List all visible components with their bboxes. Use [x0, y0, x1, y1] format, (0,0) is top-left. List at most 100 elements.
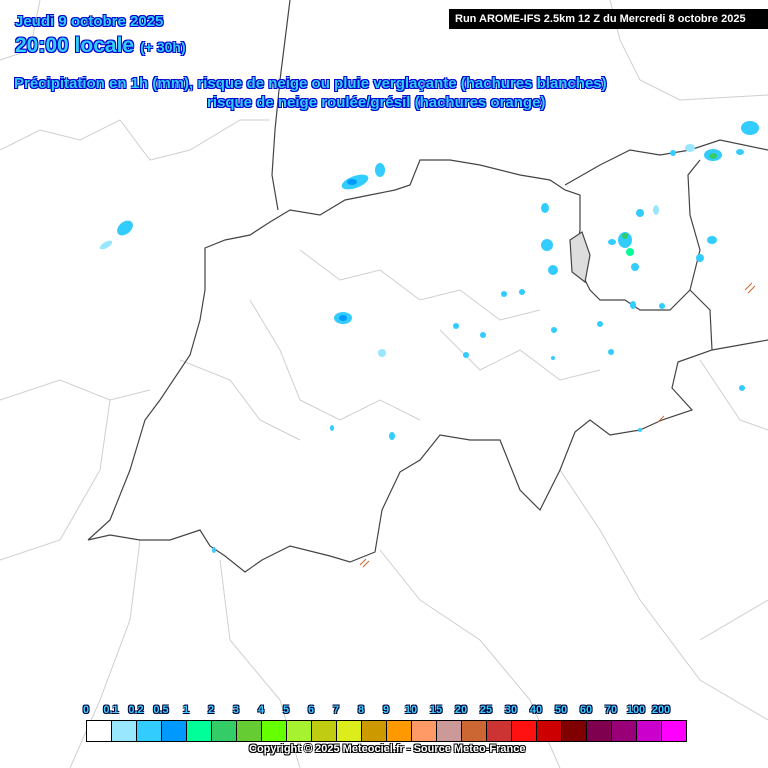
forecast-date: Jeudi 9 octobre 2025 [15, 13, 164, 30]
legend-swatch [362, 721, 387, 741]
legend-swatch [562, 721, 587, 741]
legend-label: 0.2 [128, 704, 144, 716]
legend-swatch [137, 721, 162, 741]
legend-swatch [237, 721, 262, 741]
precip-area [597, 321, 603, 327]
precip-area [696, 254, 704, 262]
precip-area [630, 301, 636, 309]
legend-swatch [162, 721, 187, 741]
legend-color-scale [86, 720, 687, 742]
precip-area [707, 236, 717, 244]
graupel-hatch [744, 282, 756, 294]
legend-label: 70 [604, 704, 618, 716]
legend-label: 0 [82, 704, 90, 716]
legend-swatch [212, 721, 237, 741]
legend-label: 60 [579, 704, 593, 716]
minor-border [179, 359, 301, 441]
minor-border [699, 359, 768, 431]
precip-area [653, 205, 659, 215]
legend-swatch [87, 721, 112, 741]
precip-area [638, 428, 642, 432]
model-run-label: Run AROME-IFS 2.5km 12 Z du Mercredi 8 o… [449, 9, 768, 29]
precip-area [330, 425, 334, 431]
legend-label: 200 [651, 704, 671, 716]
precip-area [99, 240, 113, 250]
precip-area [659, 303, 665, 309]
legend-label: 50 [554, 704, 568, 716]
precip-area [626, 248, 634, 256]
precip-area [548, 265, 558, 275]
legend-swatch [112, 721, 137, 741]
precip-area [608, 349, 614, 355]
legend-swatch [662, 721, 686, 741]
legend-swatch [462, 721, 487, 741]
precip-area [636, 209, 644, 217]
copyright: Copyright © 2025 Meteociel.fr - Source M… [249, 743, 526, 755]
forecast-lead-time: (+ 30h) [140, 39, 186, 55]
legend-label: 0.5 [153, 704, 169, 716]
precip-area [631, 263, 639, 271]
france-germany-border [271, 0, 291, 211]
legend-swatch [287, 721, 312, 741]
switzerland-border [87, 159, 713, 573]
legend-swatch [637, 721, 662, 741]
precip-area [670, 150, 676, 156]
legend-swatch [262, 721, 287, 741]
legend-label: 100 [626, 704, 646, 716]
legend-label: 9 [382, 704, 390, 716]
minor-border [249, 299, 421, 421]
precip-area [685, 144, 695, 152]
minor-border [299, 249, 541, 321]
legend-label: 40 [529, 704, 543, 716]
precip-area [378, 349, 386, 357]
legend-label: 3 [232, 704, 240, 716]
precip-area [618, 232, 632, 248]
precip-area [480, 332, 486, 338]
main-borders [87, 0, 768, 573]
legend-swatch [387, 721, 412, 741]
germany-austria-border [564, 139, 768, 186]
legend-label: 10 [404, 704, 418, 716]
precip-area [541, 239, 553, 251]
forecast-time-value: 20:00 locale [15, 34, 135, 57]
legend-label: 4 [257, 704, 265, 716]
legend-swatch [337, 721, 362, 741]
precip-area [463, 352, 469, 358]
legend-label: 30 [504, 704, 518, 716]
precip-area [551, 327, 557, 333]
legend-swatch [612, 721, 637, 741]
legend-swatch [587, 721, 612, 741]
precip-area [389, 432, 395, 440]
precip-area [736, 149, 744, 155]
precip-area [347, 179, 357, 185]
forecast-time: 20:00 locale (+ 30h) [15, 34, 186, 58]
precipitation-areas [99, 121, 759, 568]
liechtenstein-border [569, 231, 591, 284]
precip-area [339, 315, 347, 321]
legend-swatch [487, 721, 512, 741]
legend-label: 25 [479, 704, 493, 716]
graupel-hatch [359, 558, 370, 568]
precip-area [117, 220, 133, 236]
map-description-line2: risque de neige roulée/grésil (hachures … [207, 94, 546, 111]
precip-area [709, 153, 717, 159]
legend-label: 0.1 [103, 704, 119, 716]
precip-area [519, 289, 525, 295]
legend-label: 8 [357, 704, 365, 716]
precip-area [622, 233, 628, 239]
austria-italy-border [711, 339, 768, 351]
legend-swatch [312, 721, 337, 741]
legend-swatch [512, 721, 537, 741]
legend-swatch [437, 721, 462, 741]
legend-label: 15 [429, 704, 443, 716]
legend-label: 1 [182, 704, 190, 716]
graupel-hatch [657, 415, 665, 423]
minor-border [699, 599, 768, 641]
minor-border [0, 399, 111, 561]
legend-swatch [537, 721, 562, 741]
minor-border [559, 469, 768, 721]
legend-label: 20 [454, 704, 468, 716]
precip-area [541, 203, 549, 213]
